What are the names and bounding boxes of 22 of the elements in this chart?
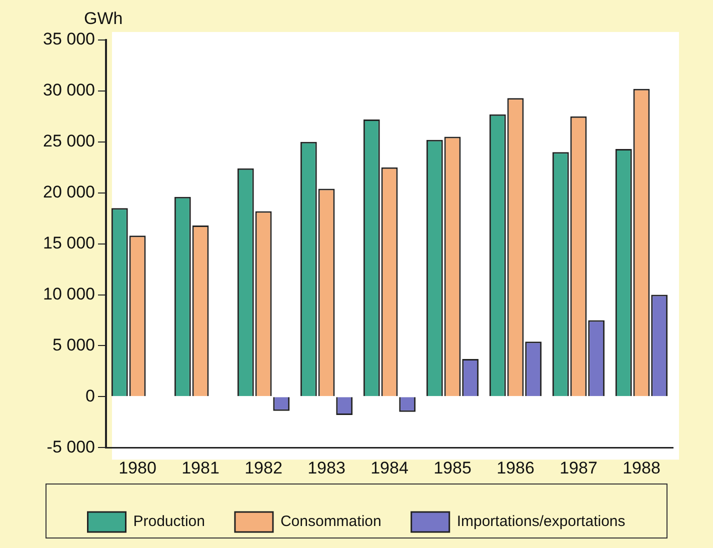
x-tick-label: 1981 — [182, 458, 220, 478]
y-axis-title: GWh — [84, 9, 123, 28]
x-tick-label: 1982 — [244, 458, 282, 478]
legend-label: Consommation — [280, 513, 382, 530]
y-tick-label: 15 000 — [42, 233, 95, 252]
y-tick-label: 30 000 — [42, 80, 95, 100]
x-tick-label: 1983 — [308, 458, 346, 478]
legend-label: Importations/exportations — [456, 513, 626, 530]
x-tick-label: 1984 — [370, 458, 408, 478]
y-tick-label: 35 000 — [42, 30, 95, 49]
y-tick-label: 20 000 — [42, 182, 95, 202]
x-tick-label: 1986 — [496, 458, 534, 478]
x-tick-label: 1988 — [622, 458, 660, 478]
y-tick-label: 5 000 — [52, 335, 95, 354]
y-tick-label: 25 000 — [42, 132, 95, 151]
x-tick-label: 1987 — [560, 458, 598, 478]
y-tick-label: -5 000 — [46, 437, 95, 456]
x-tick-label: 1985 — [434, 458, 472, 478]
legend-label: Production — [133, 513, 205, 530]
x-tick-label: 1980 — [118, 458, 156, 478]
y-tick-label: 0 — [86, 386, 95, 406]
y-tick-label: 10 000 — [42, 284, 95, 304]
